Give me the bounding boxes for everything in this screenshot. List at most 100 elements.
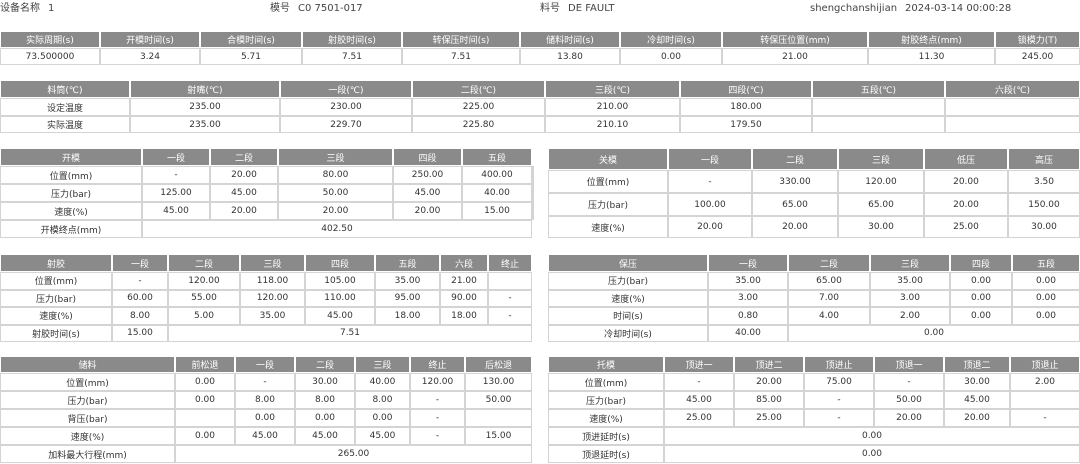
cell: - (668, 170, 752, 193)
cell: 75.00 (804, 373, 874, 391)
header-cell: 三段(℃) (545, 80, 680, 98)
header-cell: 二段 (788, 254, 870, 272)
header-cell: 锁模力(T) (995, 31, 1080, 48)
header-cell: 六段 (440, 254, 488, 272)
info-value: 1 (48, 3, 55, 14)
header-cell: 射胶 (0, 254, 112, 272)
header-cell: 三段 (355, 356, 410, 373)
cell: 330.00 (752, 170, 838, 193)
header-cell: 二段 (295, 356, 355, 373)
cell: 50.00 (278, 184, 393, 202)
cell: 120.00 (410, 373, 465, 391)
header-cell: 一段(℃) (280, 80, 412, 98)
cell: 7.00 (788, 289, 870, 307)
cell (812, 116, 945, 133)
header-cell: 合模时间(s) (200, 31, 302, 48)
header-cell: 关模 (548, 148, 668, 170)
cell: 105.00 (305, 272, 375, 290)
header-cell: 转保压时间(s) (402, 31, 520, 48)
cell: - (112, 272, 168, 290)
cell: 20.00 (278, 202, 393, 220)
cell: 0.00 (1012, 307, 1080, 325)
cell: 45.00 (355, 427, 410, 445)
header-cell: 低压 (924, 148, 1008, 170)
info-value: C0 7501-017 (298, 3, 363, 14)
cell: 20.00 (874, 409, 944, 427)
cell: 0.00 (664, 427, 1080, 445)
cell: 位置(mm) (0, 166, 142, 184)
header-cell: 五段 (462, 148, 532, 166)
cell (945, 98, 1080, 116)
cell: 30.00 (838, 216, 924, 238)
cell: 位置(mm) (548, 373, 664, 391)
cell: 7.51 (168, 324, 532, 342)
cell: 压力(bar) (548, 272, 708, 290)
cell: 30.00 (295, 373, 355, 391)
cell: - (488, 307, 532, 325)
cell: - (410, 427, 465, 445)
cell: 90.00 (440, 289, 488, 307)
cell: 18.00 (440, 307, 488, 325)
cell: 0.00 (788, 324, 1080, 342)
header-cell: 前松退 (175, 356, 235, 373)
cell: 55.00 (168, 289, 240, 307)
cell: 设定温度 (0, 98, 130, 116)
header-cell: 四段 (305, 254, 375, 272)
cell: - (532, 184, 534, 202)
header-cell: 终止 (410, 356, 465, 373)
header-cell: 五段(℃) (812, 80, 945, 98)
cell: 45.00 (235, 427, 295, 445)
cell: 压力(bar) (548, 391, 664, 409)
cell: 0.00 (175, 391, 235, 409)
cell: 50.00 (874, 391, 944, 409)
cell: 229.70 (280, 116, 412, 133)
cell (465, 409, 532, 427)
cell: - (1010, 409, 1080, 427)
header-cell: 二段 (752, 148, 838, 170)
cell: - (410, 391, 465, 409)
cell: 21.00 (440, 272, 488, 290)
cell: 225.00 (412, 98, 545, 116)
cell: 45.00 (295, 427, 355, 445)
info-label: shengchanshijian (810, 3, 898, 14)
cell: 35.00 (708, 272, 788, 290)
cell: 时间(s) (548, 307, 708, 325)
header-cell: 三段 (278, 148, 393, 166)
cell: 2.00 (1010, 373, 1080, 391)
header-cell: 保压 (548, 254, 708, 272)
cell: 73.500000 (0, 48, 100, 65)
cell: 20.00 (924, 193, 1008, 216)
header-cell: 一段 (708, 254, 788, 272)
cell: 125.00 (142, 184, 210, 202)
info-item: 模号 C0 7501-017 (270, 2, 363, 16)
cell: 3.24 (100, 48, 200, 65)
cell: 25.00 (734, 409, 804, 427)
cell: 0.00 (950, 289, 1012, 307)
cell: 位置(mm) (548, 170, 668, 193)
cell: 179.50 (680, 116, 812, 133)
cell: 8.00 (355, 391, 410, 409)
header-cell: 五段 (1012, 254, 1080, 272)
cell: 20.00 (393, 202, 462, 220)
cell: 20.00 (752, 216, 838, 238)
cell: 15.00 (462, 202, 532, 220)
cell: 30.00 (944, 373, 1010, 391)
cell: 5.71 (200, 48, 302, 65)
header-cell: 一段 (112, 254, 168, 272)
cell: 265.00 (175, 445, 532, 463)
cell: 150.00 (1008, 193, 1080, 216)
cell: 130.00 (465, 373, 532, 391)
cell: 45.00 (393, 184, 462, 202)
cell: 120.00 (838, 170, 924, 193)
cell: 20.00 (734, 373, 804, 391)
header-cell: 三段 (838, 148, 924, 170)
cell: 速度(%) (0, 202, 142, 220)
header-cell: 终止 (532, 148, 534, 166)
cell: 0.00 (1012, 289, 1080, 307)
header-cell: 后松退 (465, 356, 532, 373)
header-cell: 三段 (870, 254, 950, 272)
cell: - (664, 373, 734, 391)
cell (488, 272, 532, 290)
cell: 位置(mm) (0, 373, 175, 391)
